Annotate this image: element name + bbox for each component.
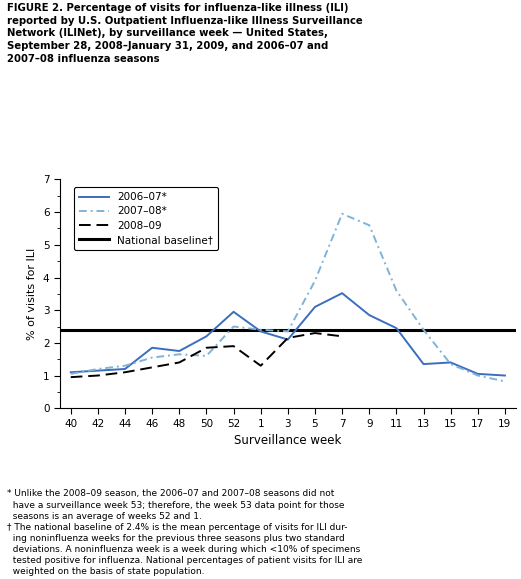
Text: * Unlike the 2008–09 season, the 2006–07 and 2007–08 seasons did not
  have a su: * Unlike the 2008–09 season, the 2006–07… <box>7 489 362 576</box>
Text: FIGURE 2. Percentage of visits for influenza-like illness (ILI)
reported by U.S.: FIGURE 2. Percentage of visits for influ… <box>7 3 363 64</box>
X-axis label: Surveillance week: Surveillance week <box>234 434 342 447</box>
Y-axis label: % of visits for ILI: % of visits for ILI <box>27 248 38 340</box>
Legend: 2006–07*, 2007–08*, 2008–09, National baseline†: 2006–07*, 2007–08*, 2008–09, National ba… <box>74 187 218 250</box>
